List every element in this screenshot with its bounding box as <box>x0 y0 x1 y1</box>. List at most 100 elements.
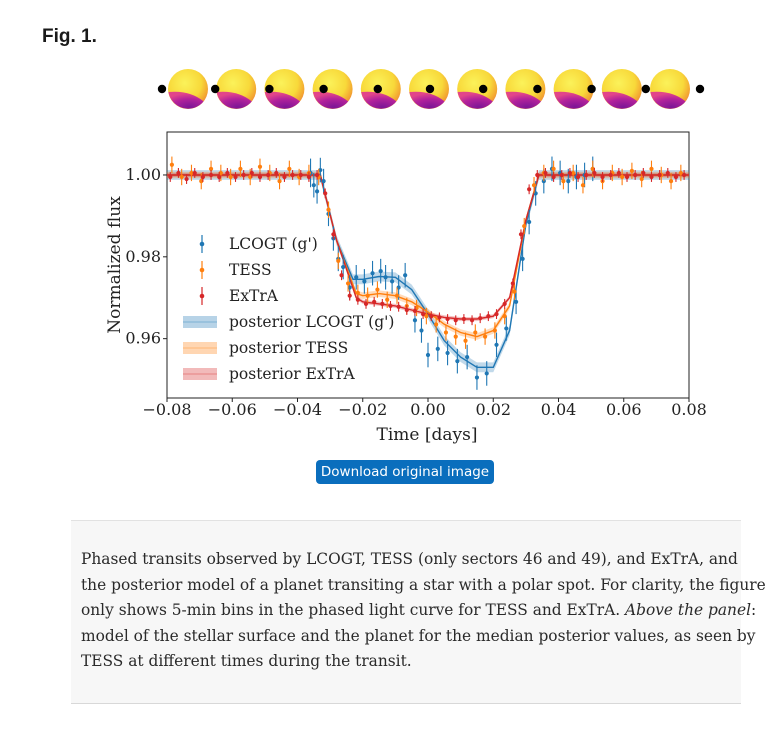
star-snapshot <box>601 69 650 109</box>
x-tick-label: −0.06 <box>208 400 257 419</box>
star-snapshot <box>457 69 498 109</box>
data-marker <box>375 287 380 292</box>
planet-disk <box>373 84 382 94</box>
data-marker <box>314 189 320 194</box>
data-point <box>225 168 230 178</box>
caption-text: Phased transits observed by LCOGT, TESS … <box>81 547 766 675</box>
data-marker <box>370 271 375 276</box>
data-marker <box>584 172 589 178</box>
data-point <box>375 281 380 298</box>
data-marker <box>633 172 638 178</box>
data-marker <box>474 375 480 380</box>
data-point <box>567 168 573 178</box>
data-point <box>445 340 450 366</box>
transit-figure: −0.08 −0.06 −0.04 −0.02 0.00 0.02 0.04 0.06 0.08… <box>105 69 707 445</box>
data-point <box>478 313 483 324</box>
data-marker <box>421 312 426 317</box>
data-point <box>543 168 548 178</box>
legend-entry: posterior ExTrA <box>183 365 355 383</box>
legend-marker <box>199 293 205 299</box>
data-marker <box>434 322 439 327</box>
data-marker <box>639 176 644 182</box>
data-point <box>298 170 303 180</box>
x-tick-label: 0.02 <box>475 400 511 419</box>
data-marker <box>673 174 679 180</box>
polar-spot <box>264 91 300 109</box>
data-marker <box>298 172 303 178</box>
polar-spot <box>168 91 204 109</box>
data-marker <box>199 179 204 184</box>
data-marker <box>473 330 478 335</box>
data-marker <box>390 279 395 284</box>
data-marker <box>624 174 630 180</box>
x-tick-label: −0.02 <box>338 400 387 419</box>
data-marker <box>513 299 519 304</box>
figure-caption: Phased transits observed by LCOGT, TESS … <box>71 520 766 704</box>
data-point <box>321 168 326 194</box>
data-point <box>385 291 390 308</box>
data-point <box>217 172 222 182</box>
caption-text-run: : <box>751 601 757 619</box>
caption-text-run: only shows 5-min bins in the phased ligh… <box>81 601 625 619</box>
stellar-surface-snapshots <box>157 69 705 109</box>
data-point <box>266 170 271 180</box>
data-point <box>290 170 295 180</box>
data-marker <box>331 232 336 237</box>
data-marker <box>533 191 538 196</box>
download-original-image-button[interactable]: Download original image <box>316 460 494 484</box>
data-marker <box>233 174 238 180</box>
data-marker <box>522 224 527 229</box>
data-point <box>323 188 328 199</box>
data-point <box>370 260 375 286</box>
data-point <box>600 172 605 182</box>
x-tick-label: 0.06 <box>606 400 642 419</box>
data-point <box>633 170 638 180</box>
data-point <box>249 168 254 178</box>
data-marker <box>241 172 246 178</box>
data-marker <box>314 172 320 178</box>
polar-spot <box>457 91 493 109</box>
data-marker <box>620 174 625 180</box>
legend-entry: TESS <box>199 261 272 279</box>
data-point <box>590 160 595 178</box>
data-marker <box>592 170 597 176</box>
data-point <box>535 170 540 180</box>
data-marker <box>388 303 393 309</box>
data-point <box>463 332 468 349</box>
data-marker <box>362 279 367 284</box>
x-tick-label: −0.08 <box>142 400 191 419</box>
legend-entry: ExTrA <box>199 287 279 305</box>
data-point <box>326 201 331 218</box>
data-point <box>257 172 263 182</box>
data-point <box>425 342 431 368</box>
legend-label: ExTrA <box>229 287 279 305</box>
data-marker <box>492 328 497 333</box>
data-marker <box>575 174 581 180</box>
data-marker <box>257 174 263 180</box>
data-marker <box>257 164 263 169</box>
data-point <box>306 172 312 182</box>
data-point <box>657 170 662 180</box>
data-marker <box>383 275 388 280</box>
data-marker <box>339 273 344 278</box>
data-point <box>339 270 344 281</box>
data-point <box>192 168 197 178</box>
data-marker <box>590 166 595 171</box>
data-marker <box>461 316 466 322</box>
data-marker <box>176 170 181 176</box>
data-marker <box>404 307 409 313</box>
data-marker <box>192 170 197 176</box>
data-point <box>673 172 679 182</box>
data-point <box>527 209 532 235</box>
star-snapshot <box>312 69 353 109</box>
data-point <box>241 170 246 180</box>
data-marker <box>510 281 515 286</box>
data-marker <box>347 293 352 298</box>
data-point <box>520 246 525 272</box>
data-point <box>665 168 670 178</box>
data-point <box>404 305 409 315</box>
data-point <box>168 172 173 182</box>
data-marker <box>668 179 674 184</box>
data-point <box>396 301 401 312</box>
data-point <box>682 170 687 180</box>
